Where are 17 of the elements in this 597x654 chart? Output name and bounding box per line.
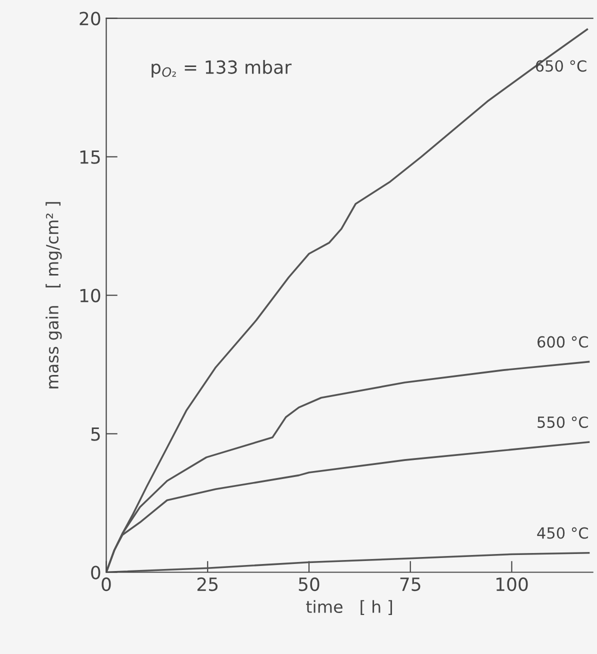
series-label: 550 °C <box>538 416 588 428</box>
x-tick-label: 50 <box>298 577 320 592</box>
y-tick-label: 0 <box>91 566 100 580</box>
y-tick-label: 5 <box>91 427 100 441</box>
x-axis-title: time [ h ] <box>306 600 392 616</box>
annotation: p$_{O₂}$ = 133 mbar <box>152 60 292 78</box>
y-tick-label: 15 <box>80 150 100 164</box>
x-tick-label: 100 <box>496 577 528 592</box>
y-axis-title: mass gain [ mg/cm² ] <box>46 202 62 388</box>
series-label: 650 °C <box>536 60 586 72</box>
series-label: 450 °C <box>537 527 588 539</box>
x-tick-label: 25 <box>197 577 218 592</box>
y-tick-label: 20 <box>80 12 100 26</box>
series-label: 600 °C <box>538 336 588 348</box>
x-tick-label: 0 <box>102 577 111 592</box>
y-tick-label: 10 <box>80 288 100 302</box>
x-tick-label: 75 <box>400 578 420 592</box>
